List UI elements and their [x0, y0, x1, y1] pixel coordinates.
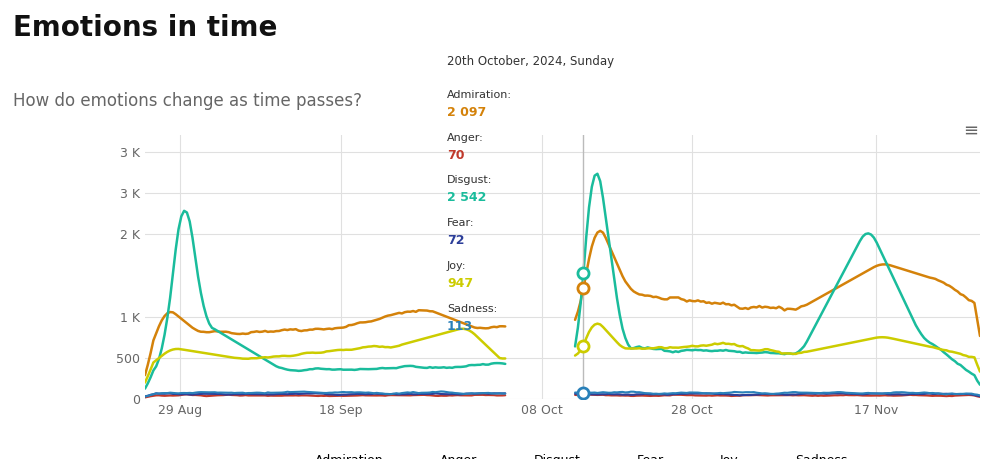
- Text: How do emotions change as time passes?: How do emotions change as time passes?: [13, 92, 362, 110]
- Text: 20th October, 2024, Sunday: 20th October, 2024, Sunday: [447, 55, 614, 68]
- Text: Anger:: Anger:: [447, 133, 484, 143]
- Text: Sadness:: Sadness:: [447, 304, 497, 314]
- Text: Emotions in time: Emotions in time: [13, 14, 277, 42]
- Text: 70: 70: [447, 149, 464, 162]
- Text: Fear:: Fear:: [447, 218, 474, 228]
- Text: ≡: ≡: [963, 122, 978, 140]
- Text: 72: 72: [447, 234, 464, 247]
- Text: Admiration:: Admiration:: [447, 90, 512, 100]
- Text: Joy:: Joy:: [447, 261, 466, 271]
- Text: 947: 947: [447, 277, 473, 290]
- Text: 2 097: 2 097: [447, 106, 486, 119]
- Text: 2 542: 2 542: [447, 191, 486, 204]
- Legend: Admiration, Anger, Disgust, Fear, Joy, Sadness: Admiration, Anger, Disgust, Fear, Joy, S…: [273, 449, 852, 459]
- Text: Disgust:: Disgust:: [447, 175, 492, 185]
- Text: 113: 113: [447, 320, 473, 333]
